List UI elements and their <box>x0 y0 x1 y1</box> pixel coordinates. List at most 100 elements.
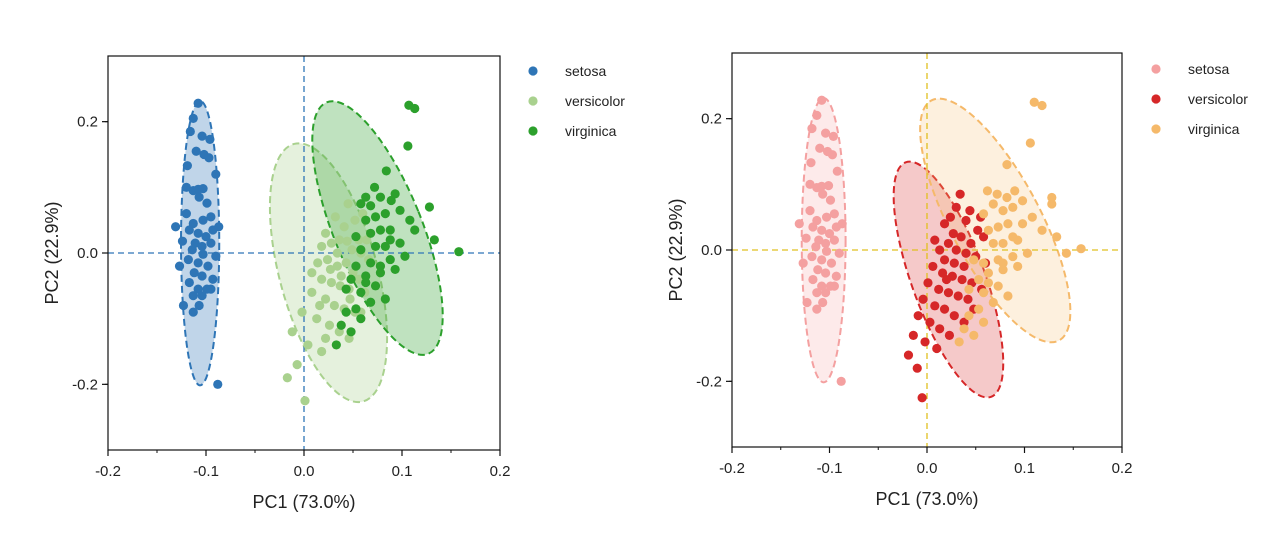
data-point-virginica <box>1037 100 1047 111</box>
data-point-virginica <box>1025 138 1035 148</box>
data-point-setosa <box>191 146 201 156</box>
data-point-versicolor <box>918 294 928 304</box>
data-point-virginica <box>403 141 413 151</box>
data-point-versicolor <box>939 304 950 314</box>
data-point-setosa <box>177 236 188 246</box>
data-point-setosa <box>202 198 212 208</box>
data-point-setosa <box>194 192 204 202</box>
data-point-virginica <box>385 225 395 235</box>
data-point-setosa <box>181 209 191 219</box>
data-point-virginica <box>983 225 994 235</box>
y-axis-label: PC2 (22.9%) <box>666 198 686 301</box>
data-point-setosa <box>198 215 208 225</box>
data-point-versicolor <box>965 206 975 216</box>
data-point-versicolor <box>300 396 310 406</box>
data-point-setosa <box>801 233 811 243</box>
data-point-virginica <box>998 238 1008 249</box>
data-point-versicolor <box>943 238 954 249</box>
data-point-virginica <box>410 225 420 235</box>
data-point-versicolor <box>949 258 959 268</box>
data-point-versicolor <box>935 324 945 334</box>
data-point-virginica <box>361 192 371 202</box>
data-point-virginica <box>1052 232 1062 242</box>
data-point-virginica <box>366 201 376 211</box>
data-point-setosa <box>798 258 808 268</box>
data-point-versicolor <box>354 274 364 284</box>
data-point-virginica <box>988 199 998 209</box>
data-point-setosa <box>808 222 818 232</box>
data-point-virginica <box>1008 202 1018 212</box>
data-point-versicolor <box>326 238 337 248</box>
data-point-setosa <box>817 95 827 105</box>
data-point-setosa <box>805 206 815 216</box>
data-point-setosa <box>831 271 841 281</box>
data-point-setosa <box>183 254 193 265</box>
data-point-versicolor <box>945 212 956 222</box>
data-point-setosa <box>193 98 203 108</box>
data-point-virginica <box>380 294 390 304</box>
data-point-virginica <box>978 209 989 219</box>
data-point-versicolor <box>312 314 322 324</box>
data-point-setosa <box>204 153 214 163</box>
data-point-virginica <box>400 251 410 261</box>
data-point-versicolor <box>313 258 323 268</box>
data-point-versicolor <box>939 219 950 229</box>
legend-label-versicolor: versicolor <box>1188 91 1248 107</box>
legend-marker-setosa <box>528 66 538 76</box>
data-point-setosa <box>213 379 223 389</box>
data-point-virginica <box>982 186 993 196</box>
legend-label-versicolor: versicolor <box>565 93 625 109</box>
data-point-virginica <box>1037 225 1047 235</box>
data-point-versicolor <box>343 199 353 209</box>
data-point-setosa <box>198 249 208 259</box>
data-point-versicolor <box>336 271 346 281</box>
data-point-setosa <box>205 134 215 144</box>
data-point-versicolor <box>325 264 336 275</box>
data-point-virginica <box>380 241 390 252</box>
data-point-setosa <box>181 182 191 192</box>
data-point-virginica <box>978 288 989 298</box>
data-point-virginica <box>1029 97 1039 107</box>
data-point-virginica <box>998 258 1008 268</box>
data-point-setosa <box>818 189 828 199</box>
data-point-virginica <box>998 265 1008 275</box>
data-point-setosa <box>829 281 839 291</box>
data-point-virginica <box>381 166 391 176</box>
x-tick-label: 0.1 <box>1014 460 1035 477</box>
data-point-virginica <box>356 199 366 209</box>
data-point-versicolor <box>959 261 969 272</box>
y-tick-label: -0.2 <box>72 376 98 393</box>
x-tick-label: -0.2 <box>719 460 745 477</box>
data-point-virginica <box>366 297 376 307</box>
data-point-versicolor <box>339 222 349 232</box>
y-tick-label: 0.2 <box>77 114 98 131</box>
data-point-virginica <box>1002 192 1012 203</box>
data-point-versicolor <box>912 363 922 373</box>
y-tick-label: 0.0 <box>77 245 98 262</box>
data-point-versicolor <box>932 343 942 354</box>
data-point-setosa <box>827 150 838 160</box>
data-point-setosa <box>808 274 818 285</box>
data-point-versicolor <box>951 202 961 212</box>
data-point-setosa <box>188 113 198 123</box>
data-point-virginica <box>983 278 994 288</box>
data-point-setosa <box>188 291 198 301</box>
data-point-virginica <box>346 327 356 337</box>
data-point-versicolor <box>903 350 914 360</box>
data-point-versicolor <box>341 258 351 268</box>
x-tick-label: -0.1 <box>193 463 219 480</box>
x-tick-label: 0.2 <box>1112 460 1133 477</box>
legend-marker-virginica <box>1151 124 1161 134</box>
data-point-setosa <box>821 212 832 222</box>
data-point-versicolor <box>317 241 327 252</box>
data-point-versicolor <box>959 317 969 327</box>
data-point-versicolor <box>292 360 302 370</box>
data-point-setosa <box>821 238 831 249</box>
data-point-virginica <box>454 247 464 257</box>
data-point-versicolor <box>345 294 355 304</box>
data-point-setosa <box>824 228 835 239</box>
data-point-virginica <box>964 311 974 321</box>
data-point-virginica <box>1003 291 1013 301</box>
data-point-versicolor <box>282 373 292 383</box>
